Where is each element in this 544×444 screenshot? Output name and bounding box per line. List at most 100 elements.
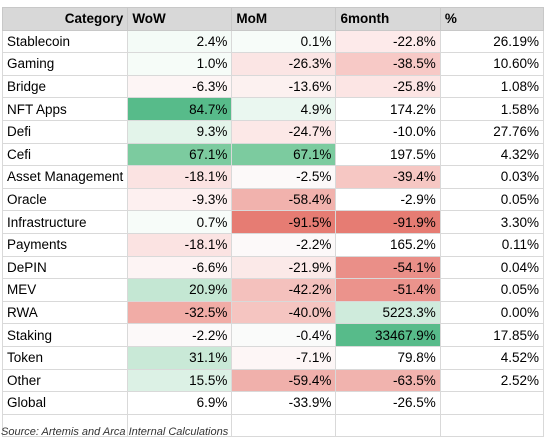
wow-cell[interactable]: 6.9% [127, 391, 233, 415]
header-6month[interactable]: 6month [335, 7, 441, 31]
percent-cell[interactable]: 0.04% [439, 255, 544, 280]
6month-cell[interactable]: -54.1% [335, 255, 441, 280]
category-cell[interactable]: MEV [1, 278, 129, 302]
percent-cell[interactable]: 3.30% [439, 210, 544, 234]
category-cell[interactable]: Staking [1, 323, 129, 347]
mom-cell[interactable]: 4.9% [231, 97, 337, 121]
mom-cell[interactable]: -21.9% [231, 255, 337, 280]
percent-cell[interactable] [439, 391, 544, 415]
mom-cell[interactable]: -24.7% [231, 119, 337, 144]
table-row: Cefi 67.1% 67.1% 197.5% 4.32% [1, 142, 544, 167]
mom-cell[interactable]: 67.1% [231, 142, 337, 167]
6month-cell[interactable]: -10.0% [335, 119, 441, 144]
6month-cell[interactable]: -91.9% [335, 210, 441, 234]
mom-cell[interactable]: -58.4% [231, 187, 337, 212]
category-cell[interactable]: Global [1, 391, 129, 415]
wow-cell[interactable]: 15.5% [127, 368, 233, 393]
percent-cell[interactable]: 1.58% [439, 97, 544, 121]
category-cell[interactable]: Defi [1, 119, 129, 144]
category-cell[interactable]: Payments [1, 232, 129, 257]
category-cell[interactable]: Gaming [1, 52, 129, 76]
percent-cell[interactable]: 0.00% [439, 300, 544, 325]
table-row: Other 15.5% -59.4% -63.5% 2.52% [1, 368, 544, 393]
mom-cell[interactable]: -2.2% [231, 232, 337, 257]
6month-cell[interactable]: -26.5% [335, 391, 441, 415]
wow-cell[interactable]: 67.1% [127, 142, 233, 167]
category-cell[interactable]: Asset Management [1, 165, 129, 189]
percent-cell[interactable]: 4.32% [439, 142, 544, 167]
6month-cell[interactable]: -2.9% [335, 187, 441, 212]
category-cell[interactable]: Other [1, 368, 129, 393]
wow-cell[interactable]: 0.7% [127, 210, 233, 234]
percent-cell[interactable]: 4.52% [439, 345, 544, 370]
6month-cell[interactable]: 174.2% [335, 97, 441, 121]
6month-cell[interactable]: 5223.3% [335, 300, 441, 325]
6month-cell[interactable] [335, 413, 441, 438]
category-cell[interactable]: Oracle [1, 187, 129, 212]
wow-cell[interactable]: -6.6% [127, 255, 233, 280]
mom-cell[interactable]: -59.4% [231, 368, 337, 393]
category-cell[interactable]: Cefi [1, 142, 129, 167]
category-cell[interactable]: NFT Apps [1, 97, 129, 121]
percent-cell[interactable]: 0.05% [439, 187, 544, 212]
mom-cell[interactable]: -42.2% [231, 278, 337, 302]
percent-cell[interactable]: 17.85% [439, 323, 544, 347]
6month-cell[interactable]: -25.8% [335, 74, 441, 99]
mom-cell[interactable]: -40.0% [231, 300, 337, 325]
wow-cell[interactable]: -32.5% [127, 300, 233, 325]
percent-cell[interactable]: 26.19% [439, 29, 544, 54]
mom-cell[interactable]: -33.9% [231, 391, 337, 415]
mom-cell[interactable]: -7.1% [231, 345, 337, 370]
wow-cell[interactable]: 20.9% [127, 278, 233, 302]
6month-cell[interactable]: -22.8% [335, 29, 441, 54]
percent-cell[interactable]: 1.08% [439, 74, 544, 99]
wow-cell[interactable]: 2.4% [127, 29, 233, 54]
percent-cell[interactable]: 10.60% [439, 52, 544, 76]
mom-cell[interactable]: -91.5% [231, 210, 337, 234]
category-cell[interactable]: DePIN [1, 255, 129, 280]
mom-cell[interactable] [231, 413, 337, 438]
wow-cell[interactable]: -9.3% [127, 187, 233, 212]
wow-cell[interactable]: 84.7% [127, 97, 233, 121]
percent-cell[interactable]: 0.11% [439, 232, 544, 257]
mom-cell[interactable]: 0.1% [231, 29, 337, 54]
percent-cell[interactable]: 0.05% [439, 278, 544, 302]
wow-cell[interactable]: 31.1% [127, 345, 233, 370]
6month-cell[interactable]: 79.8% [335, 345, 441, 370]
percent-cell[interactable]: 0.03% [439, 165, 544, 189]
category-cell[interactable]: Stablecoin [1, 29, 129, 54]
mom-cell[interactable]: -0.4% [231, 323, 337, 347]
table-row: Gaming 1.0% -26.3% -38.5% 10.60% [1, 52, 544, 76]
header-wow[interactable]: WoW [127, 7, 233, 31]
percent-cell[interactable] [439, 413, 544, 438]
header-category[interactable]: Category [1, 7, 129, 31]
percent-cell[interactable]: 2.52% [439, 368, 544, 393]
wow-cell[interactable]: -2.2% [127, 323, 233, 347]
6month-cell[interactable]: -51.4% [335, 278, 441, 302]
6month-cell[interactable]: 165.2% [335, 232, 441, 257]
category-cell[interactable]: RWA [1, 300, 129, 325]
6month-cell[interactable]: 33467.9% [335, 323, 441, 347]
mom-cell[interactable]: -2.5% [231, 165, 337, 189]
wow-cell[interactable]: -18.1% [127, 165, 233, 189]
mom-cell[interactable]: -13.6% [231, 74, 337, 99]
table-row: Payments -18.1% -2.2% 165.2% 0.11% [1, 232, 544, 257]
6month-cell[interactable]: -38.5% [335, 52, 441, 76]
wow-cell[interactable]: 1.0% [127, 52, 233, 76]
wow-cell[interactable]: 9.3% [127, 119, 233, 144]
table-row: RWA -32.5% -40.0% 5223.3% 0.00% [1, 300, 544, 325]
category-cell[interactable]: Token [1, 345, 129, 370]
category-cell[interactable] [1, 413, 129, 438]
percent-cell[interactable]: 27.76% [439, 119, 544, 144]
6month-cell[interactable]: 197.5% [335, 142, 441, 167]
header-mom[interactable]: MoM [231, 7, 337, 31]
mom-cell[interactable]: -26.3% [231, 52, 337, 76]
table-row: NFT Apps 84.7% 4.9% 174.2% 1.58% [1, 97, 544, 121]
category-cell[interactable]: Bridge [1, 74, 129, 99]
header-percent[interactable]: % [439, 7, 544, 31]
6month-cell[interactable]: -63.5% [335, 368, 441, 393]
wow-cell[interactable]: -18.1% [127, 232, 233, 257]
6month-cell[interactable]: -39.4% [335, 165, 441, 189]
wow-cell[interactable]: -6.3% [127, 74, 233, 99]
category-cell[interactable]: Infrastructure [1, 210, 129, 234]
